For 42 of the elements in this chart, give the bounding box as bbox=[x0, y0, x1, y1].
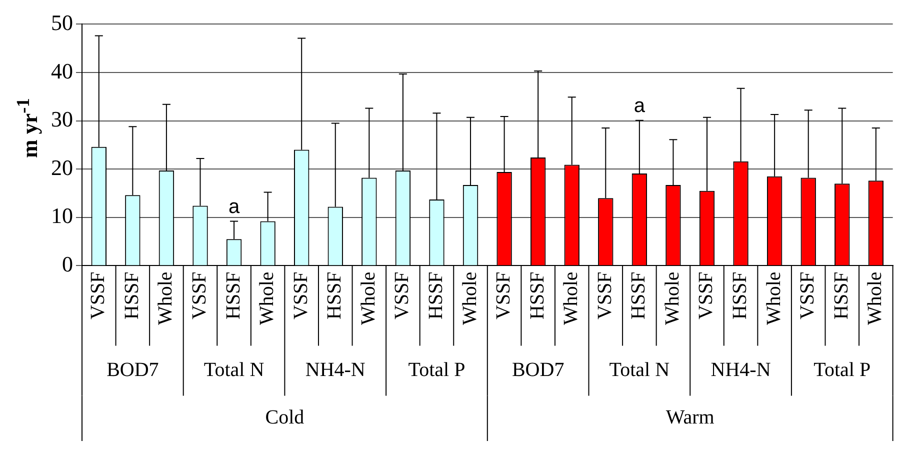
x-tick-label: VSSF bbox=[695, 272, 718, 320]
y-tick-label: 10 bbox=[51, 203, 73, 228]
x-tick-label: Whole bbox=[256, 272, 278, 325]
y-tick-label: 50 bbox=[51, 10, 73, 35]
x-tick-label: Whole bbox=[864, 272, 886, 325]
data-label: a bbox=[634, 94, 646, 117]
text: NH4-N bbox=[305, 358, 366, 381]
x-tick-label: HSSF bbox=[729, 272, 752, 320]
data-label: a bbox=[228, 196, 240, 218]
y-tick-label: 30 bbox=[51, 106, 73, 132]
x-tick-label: HSSF bbox=[222, 272, 244, 320]
text: NH4-N bbox=[710, 358, 771, 381]
y-tick-label: 0 bbox=[62, 251, 73, 276]
text: Total P bbox=[814, 358, 871, 381]
x-tick-label: HSSF bbox=[628, 272, 650, 320]
x-tick-label: VSSF bbox=[391, 272, 414, 320]
x-tick-label: Whole bbox=[762, 272, 785, 325]
x-tick-label: Whole bbox=[357, 272, 380, 325]
x-tick-label: Whole bbox=[661, 272, 684, 325]
text: Total N bbox=[204, 358, 264, 381]
x-tick-label: VSSF bbox=[492, 272, 515, 320]
y-tick-label: 40 bbox=[51, 58, 73, 84]
y-tick-label: 20 bbox=[51, 154, 73, 180]
x-tick-label: HSSF bbox=[424, 272, 447, 320]
x-tick-label: VSSF bbox=[594, 272, 616, 320]
x-tick-label: HSSF bbox=[830, 272, 852, 320]
text: Cold bbox=[265, 406, 304, 429]
x-tick-label: HSSF bbox=[324, 272, 346, 320]
x-tick-label: VSSF bbox=[290, 272, 312, 320]
text: Total P bbox=[408, 358, 466, 381]
text: BOD7 bbox=[512, 358, 564, 381]
x-tick-label: Whole bbox=[560, 272, 582, 325]
x-tick-label: HSSF bbox=[120, 272, 143, 320]
x-tick-label: Whole bbox=[154, 272, 177, 325]
x-tick-label: VSSF bbox=[188, 272, 210, 320]
x-tick-label: Whole bbox=[458, 272, 481, 325]
text: BOD7 bbox=[106, 358, 159, 381]
x-tick-label: HSSF bbox=[526, 272, 548, 320]
text: Warm bbox=[666, 406, 715, 429]
x-tick-label: VSSF bbox=[796, 272, 819, 320]
text: Total N bbox=[609, 358, 670, 381]
x-tick-label: VSSF bbox=[87, 272, 110, 320]
